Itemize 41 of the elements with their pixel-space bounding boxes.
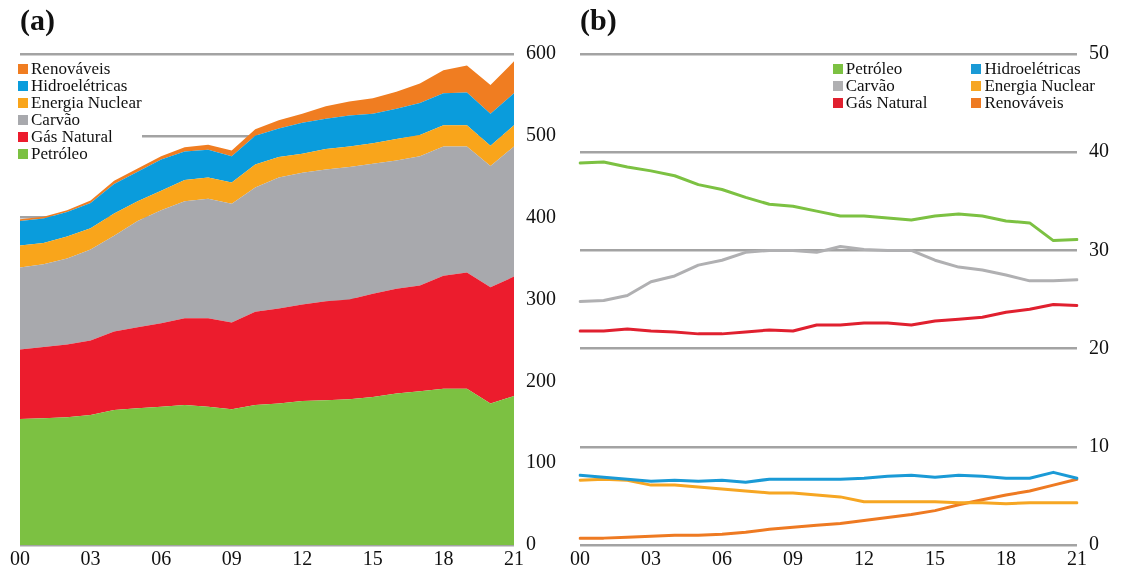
x-tick-label: 18 xyxy=(433,547,454,569)
y-tick-label: 40 xyxy=(1089,139,1109,162)
legend-label: Petróleo xyxy=(845,59,903,78)
legend-label: Gás Natural xyxy=(31,127,113,146)
x-tick-label: 09 xyxy=(221,547,242,569)
x-tick-label: 12 xyxy=(292,547,313,569)
legend-label: Energia Nuclear xyxy=(31,93,142,112)
y-tick-label: 50 xyxy=(1089,41,1109,64)
y-tick-label: 500 xyxy=(526,123,556,146)
y-tick-label: 10 xyxy=(1089,434,1109,457)
y-tick-label: 20 xyxy=(1089,335,1109,358)
y-tick-label: 400 xyxy=(526,204,556,227)
legend-label: Petróleo xyxy=(31,144,88,163)
x-tick-label: 00 xyxy=(10,547,30,569)
legend-label: Hidroelétricas xyxy=(984,59,1081,78)
x-tick-label: 12 xyxy=(854,547,874,569)
x-tick-label: 09 xyxy=(783,547,803,569)
x-tick-label: 00 xyxy=(570,547,590,569)
y-tick-label: 30 xyxy=(1089,237,1109,260)
y-tick-label: 300 xyxy=(526,286,556,309)
legend-label: Hidroelétricas xyxy=(31,76,128,95)
x-tick-label: 18 xyxy=(996,547,1016,569)
x-tick-label: 15 xyxy=(925,547,945,569)
x-tick-label: 06 xyxy=(712,547,732,569)
y-tick-label: 200 xyxy=(526,368,556,391)
y-tick-label: 100 xyxy=(526,450,556,473)
x-tick-label: 06 xyxy=(151,547,172,569)
chart-title: (b) xyxy=(580,2,617,37)
y-tick-label: 600 xyxy=(526,41,556,64)
x-tick-label: 03 xyxy=(641,547,661,569)
legend-label: Gás Natural xyxy=(845,93,928,112)
x-tick-label: 21 xyxy=(1067,547,1087,569)
x-tick-label: 21 xyxy=(504,547,524,569)
x-tick-label: 03 xyxy=(80,547,101,569)
x-tick-label: 15 xyxy=(362,547,383,569)
legend-label: Renováveis xyxy=(31,59,111,78)
legend-label: Energia Nuclear xyxy=(984,76,1095,95)
y-tick-label: 0 xyxy=(526,532,536,555)
y-tick-label: 0 xyxy=(1089,532,1099,555)
chart-title: (a) xyxy=(20,2,55,37)
legend-label: Carvão xyxy=(845,76,895,95)
